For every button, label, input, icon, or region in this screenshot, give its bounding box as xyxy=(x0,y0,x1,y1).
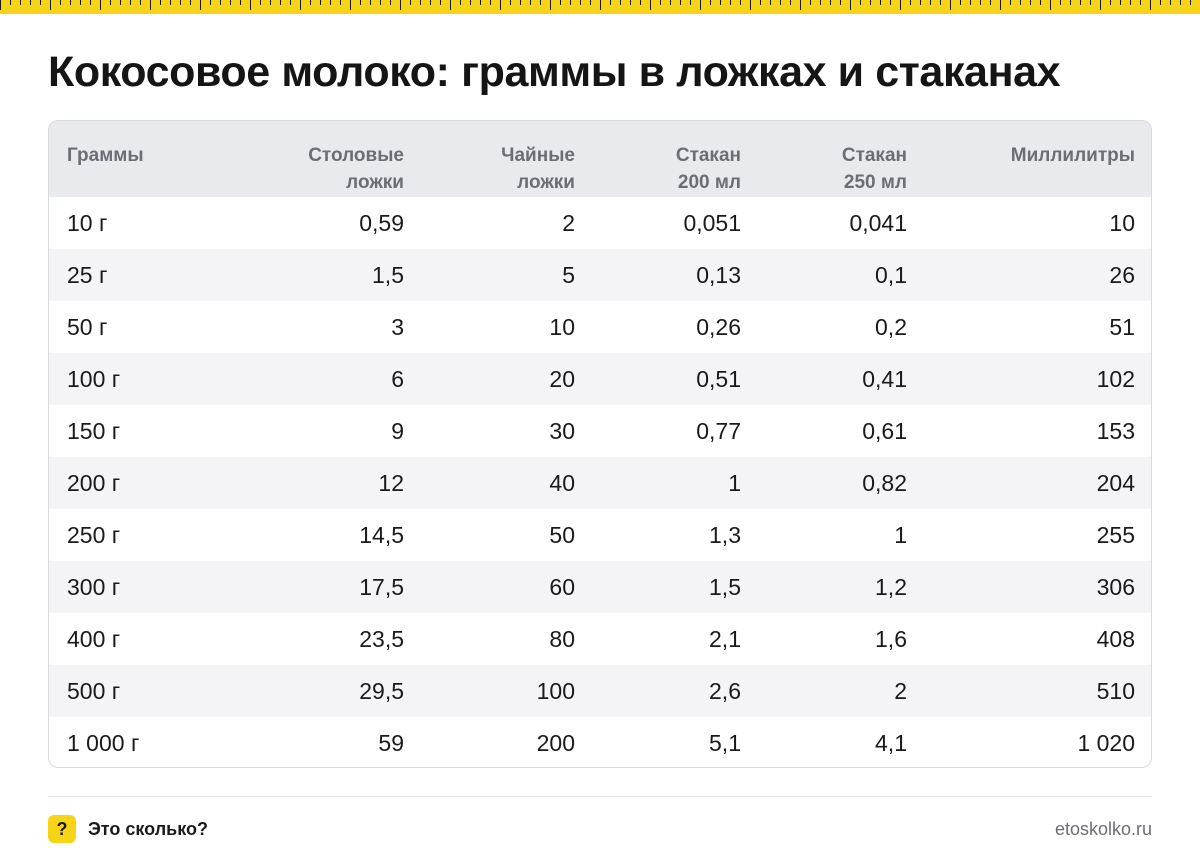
grams-cell: 100 г xyxy=(67,365,121,392)
glass-250-cell: 1,2 xyxy=(875,573,907,600)
table-body: 10 г 0,59 2 0,051 0,041 10 25 г 1,5 5 0,13 0,1 26 50… xyxy=(49,197,1151,767)
milliliters-cell: 204 xyxy=(1096,469,1135,496)
table-row: 200 г 12 40 1 0,82 204 xyxy=(49,457,1151,509)
teaspoons-cell: 40 xyxy=(549,469,575,496)
glass-250-cell: 2 xyxy=(894,677,907,704)
site-link[interactable]: etoskolko.ru xyxy=(1054,819,1152,839)
glass-250-cell: 1,6 xyxy=(875,625,907,652)
milliliters-cell: 408 xyxy=(1096,625,1135,652)
milliliters-cell: 306 xyxy=(1096,573,1135,600)
grams-cell: 50 г xyxy=(67,313,108,340)
table-row: 500 г 29,5 100 2,6 2 510 xyxy=(49,665,1151,717)
header-tablespoons: Столовые ложки xyxy=(308,145,404,193)
tablespoons-cell: 12 xyxy=(378,469,404,496)
milliliters-cell: 26 xyxy=(1109,261,1135,288)
glass-250-cell: 4,1 xyxy=(875,729,907,756)
tablespoons-cell: 3 xyxy=(391,313,404,340)
header-teaspoons: Чайные ложки xyxy=(501,145,575,193)
ruler-strip xyxy=(0,0,1200,14)
teaspoons-cell: 100 xyxy=(536,677,575,704)
brand-name: Это сколько? xyxy=(88,818,208,839)
glass-250-cell: 0,041 xyxy=(849,209,907,236)
header-grams: Граммы xyxy=(67,145,144,166)
glass-250-cell: 0,41 xyxy=(862,365,907,392)
teaspoons-cell: 80 xyxy=(549,625,575,652)
teaspoons-cell: 50 xyxy=(549,521,575,548)
milliliters-cell: 153 xyxy=(1096,417,1135,444)
glass-200-cell: 1,3 xyxy=(709,521,741,548)
question-mark-icon: ? xyxy=(48,815,76,843)
teaspoons-cell: 5 xyxy=(562,261,575,288)
glass-250-cell: 0,1 xyxy=(875,261,907,288)
glass-200-cell: 0,26 xyxy=(696,313,741,340)
footer-divider xyxy=(48,796,1152,797)
glass-200-cell: 2,6 xyxy=(709,677,741,704)
grams-cell: 500 г xyxy=(67,677,121,704)
tablespoons-cell: 0,59 xyxy=(359,209,404,236)
tablespoons-cell: 17,5 xyxy=(359,573,404,600)
brand-logo[interactable]: ? Это сколько? xyxy=(48,815,208,843)
grams-cell: 1 000 г xyxy=(67,729,140,756)
grams-cell: 200 г xyxy=(67,469,121,496)
grams-cell: 400 г xyxy=(67,625,121,652)
glass-200-cell: 1 xyxy=(728,469,741,496)
table-row: 300 г 17,5 60 1,5 1,2 306 xyxy=(49,561,1151,613)
glass-250-cell: 0,2 xyxy=(875,313,907,340)
table-row: 400 г 23,5 80 2,1 1,6 408 xyxy=(49,613,1151,665)
teaspoons-cell: 60 xyxy=(549,573,575,600)
glass-200-cell: 0,13 xyxy=(696,261,741,288)
glass-200-cell: 0,77 xyxy=(696,417,741,444)
tablespoons-cell: 14,5 xyxy=(359,521,404,548)
grams-cell: 150 г xyxy=(67,417,121,444)
milliliters-cell: 10 xyxy=(1109,209,1135,236)
tablespoons-cell: 6 xyxy=(391,365,404,392)
grams-cell: 10 г xyxy=(67,209,108,236)
glass-250-cell: 1 xyxy=(894,521,907,548)
milliliters-cell: 102 xyxy=(1096,365,1135,392)
grams-cell: 250 г xyxy=(67,521,121,548)
header-glass-200: Стакан 200 мл xyxy=(675,145,741,193)
teaspoons-cell: 30 xyxy=(549,417,575,444)
glass-250-cell: 0,61 xyxy=(862,417,907,444)
table-row: 150 г 9 30 0,77 0,61 153 xyxy=(49,405,1151,457)
grams-cell: 300 г xyxy=(67,573,121,600)
table-row: 25 г 1,5 5 0,13 0,1 26 xyxy=(49,249,1151,301)
glass-200-cell: 5,1 xyxy=(709,729,741,756)
table-header: Граммы Столовые ложки Чайные ложки Стака… xyxy=(49,121,1151,197)
glass-200-cell: 1,5 xyxy=(709,573,741,600)
milliliters-cell: 255 xyxy=(1096,521,1135,548)
tablespoons-cell: 59 xyxy=(378,729,404,756)
tablespoons-cell: 1,5 xyxy=(372,261,404,288)
teaspoons-cell: 10 xyxy=(549,313,575,340)
page-title: Кокосовое молоко: граммы в ложках и стак… xyxy=(48,48,1061,96)
teaspoons-cell: 2 xyxy=(562,209,575,236)
glass-200-cell: 0,51 xyxy=(696,365,741,392)
milliliters-cell: 510 xyxy=(1096,677,1135,704)
table-row: 1 000 г 59 200 5,1 4,1 1 020 xyxy=(49,717,1151,767)
table-row: 50 г 3 10 0,26 0,2 51 xyxy=(49,301,1151,353)
table-row: 250 г 14,5 50 1,3 1 255 xyxy=(49,509,1151,561)
milliliters-cell: 51 xyxy=(1109,313,1135,340)
glass-250-cell: 0,82 xyxy=(862,469,907,496)
grams-cell: 25 г xyxy=(67,261,108,288)
table-row: 100 г 6 20 0,51 0,41 102 xyxy=(49,353,1151,405)
teaspoons-cell: 200 xyxy=(536,729,575,756)
glass-200-cell: 2,1 xyxy=(709,625,741,652)
tablespoons-cell: 9 xyxy=(391,417,404,444)
tablespoons-cell: 23,5 xyxy=(359,625,404,652)
conversion-table: Граммы Столовые ложки Чайные ложки Стака… xyxy=(48,120,1152,768)
header-glass-250: Стакан 250 мл xyxy=(841,145,907,193)
teaspoons-cell: 20 xyxy=(549,365,575,392)
milliliters-cell: 1 020 xyxy=(1077,729,1135,756)
glass-200-cell: 0,051 xyxy=(683,209,741,236)
header-milliliters: Миллилитры xyxy=(1010,145,1135,166)
tablespoons-cell: 29,5 xyxy=(359,677,404,704)
table-row: 10 г 0,59 2 0,051 0,041 10 xyxy=(49,197,1151,249)
